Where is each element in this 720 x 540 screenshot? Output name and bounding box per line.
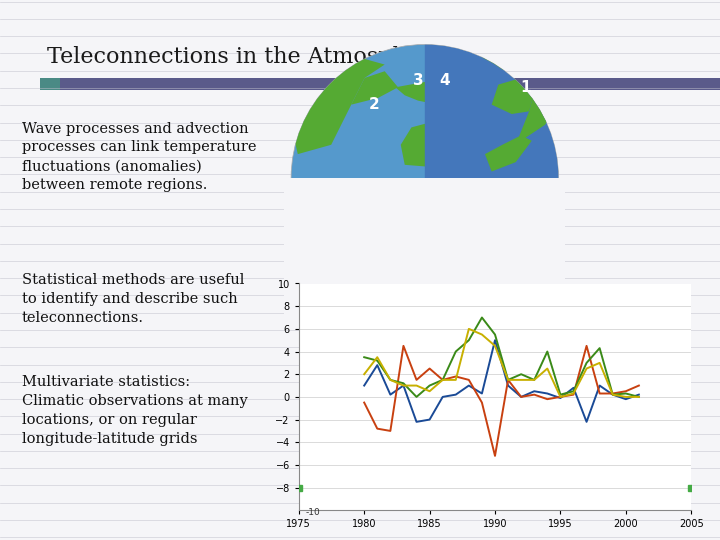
FancyBboxPatch shape [284,178,565,319]
Polygon shape [485,136,532,172]
Text: Statistical methods are useful
to identify and describe such
teleconnections.: Statistical methods are useful to identi… [22,273,244,325]
Polygon shape [351,71,398,105]
Text: 2: 2 [369,97,379,112]
Text: 1: 1 [520,80,531,95]
Text: 3: 3 [413,73,423,88]
FancyBboxPatch shape [40,78,60,90]
Polygon shape [395,55,505,105]
Text: -10: -10 [305,508,320,517]
FancyBboxPatch shape [60,78,720,90]
Polygon shape [518,91,556,138]
Text: Teleconnections in the Atmosphere: Teleconnections in the Atmosphere [47,46,444,68]
Circle shape [291,44,559,312]
Polygon shape [518,91,556,138]
Polygon shape [485,136,532,172]
Text: Multivariate statistics:
Climatic observations at many
locations, or on regular
: Multivariate statistics: Climatic observ… [22,375,248,446]
Polygon shape [401,122,462,167]
Polygon shape [492,78,534,114]
Polygon shape [492,78,534,114]
Text: 4: 4 [439,73,450,88]
Text: Wave processes and advection
processes can link temperature
fluctuations (anomal: Wave processes and advection processes c… [22,122,256,192]
Polygon shape [291,55,384,154]
Wedge shape [425,44,559,312]
